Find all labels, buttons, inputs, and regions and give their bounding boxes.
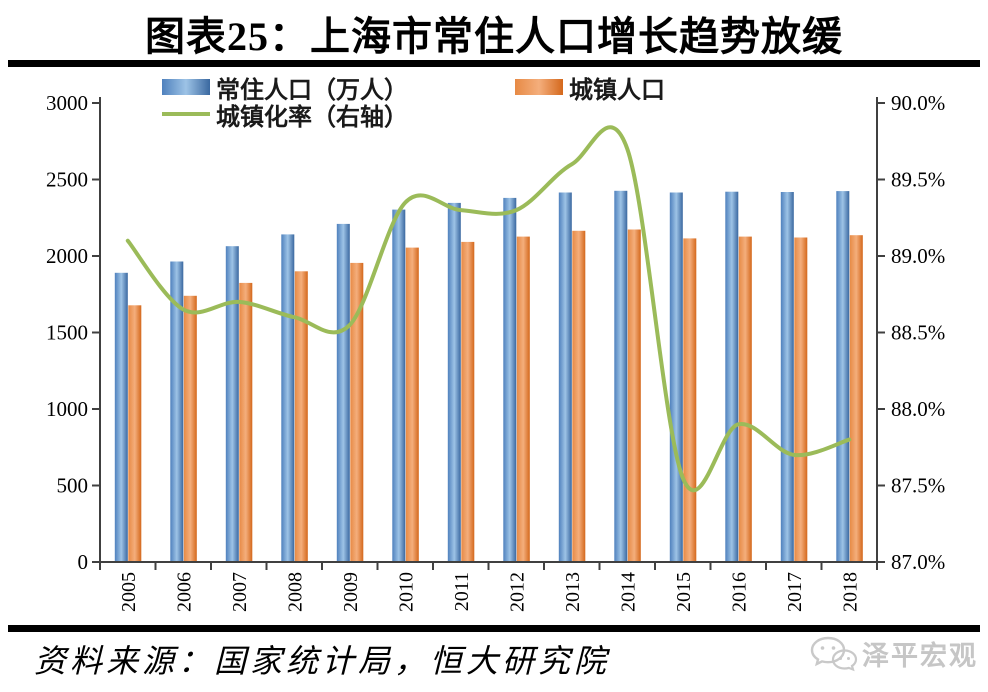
legend-item-resident-population: 常住人口（万人） (162, 74, 408, 104)
chat-bubbles-icon (810, 636, 858, 671)
x-axis-label-2018: 2018 (839, 572, 861, 612)
bar-urban-2008 (294, 271, 308, 562)
bar-resident-2009 (336, 223, 350, 562)
bar-urban-2007 (239, 282, 253, 562)
left-axis-label: 2000 (46, 244, 88, 268)
right-axis-label: 87.0% (891, 550, 945, 574)
bar-urban-2006 (183, 295, 197, 562)
right-axis-label: 88.5% (891, 321, 945, 345)
legend-label-resident: 常住人口（万人） (216, 77, 408, 104)
bar-resident-2012 (503, 197, 517, 562)
left-axis-label: 1500 (46, 321, 88, 345)
right-axis-label: 88.0% (891, 397, 945, 421)
bar-urban-2009 (350, 262, 364, 562)
right-axis-label: 89.0% (891, 244, 945, 268)
legend-swatch-resident (162, 79, 210, 95)
bar-urban-2016 (738, 236, 752, 562)
bar-urban-2005 (128, 305, 142, 562)
bar-resident-2011 (447, 202, 461, 562)
bottom-divider (8, 625, 980, 632)
x-axis-label-2011: 2011 (451, 572, 473, 611)
bar-resident-2007 (225, 246, 239, 562)
right-axis-label: 90.0% (891, 91, 945, 115)
legend-item-urban-population: 城镇人口 (515, 74, 665, 104)
x-axis-label-2009: 2009 (340, 572, 362, 612)
bar-urban-2011 (461, 241, 475, 562)
source-note: 资料来源：国家统计局，恒大研究院 (34, 643, 611, 679)
right-axis-label: 87.5% (891, 474, 945, 498)
left-axis-label: 3000 (46, 91, 88, 115)
legend-label-urban: 城镇人口 (569, 77, 665, 104)
x-axis-label-2012: 2012 (506, 572, 528, 612)
left-axis-label: 1000 (46, 397, 88, 421)
bar-resident-2017 (780, 192, 794, 562)
bar-urban-2012 (516, 236, 530, 562)
chart-title: 图表25：上海市常住人口增长趋势放缓 (145, 14, 843, 59)
x-axis-label-2010: 2010 (395, 572, 417, 612)
legend-item-urbanization-rate: 城镇化率（右轴） (162, 101, 408, 131)
left-axis-label: 500 (57, 474, 89, 498)
bar-urban-2015 (683, 238, 697, 562)
bar-urban-2010 (405, 247, 419, 562)
x-axis-label-2015: 2015 (673, 572, 695, 612)
title-divider (8, 60, 980, 67)
x-axis-label-2005: 2005 (118, 572, 140, 612)
bar-urban-2014 (627, 229, 641, 562)
bar-urban-2017 (794, 237, 808, 562)
right-axis-label: 89.5% (891, 168, 945, 192)
legend-swatch-urban (515, 79, 563, 95)
bar-resident-2008 (281, 234, 295, 562)
bar-resident-2005 (114, 272, 128, 562)
x-axis-label-2016: 2016 (728, 572, 750, 612)
bar-resident-2006 (170, 261, 184, 562)
left-axis-label: 2500 (46, 168, 88, 192)
x-axis-label-2007: 2007 (229, 572, 251, 612)
bar-resident-2016 (725, 191, 739, 562)
bar-resident-2015 (669, 192, 683, 562)
bar-resident-2010 (392, 209, 406, 562)
x-axis-label-2013: 2013 (562, 572, 584, 612)
watermark: 泽平宏观 (810, 634, 978, 673)
left-axis-label: 0 (78, 550, 89, 574)
bar-urban-2018 (849, 235, 863, 562)
x-axis-label-2017: 2017 (784, 572, 806, 612)
legend-swatch-rate (162, 112, 210, 116)
bar-resident-2013 (558, 192, 572, 562)
x-axis-label-2006: 2006 (173, 572, 195, 612)
watermark-text: 泽平宏观 (862, 641, 978, 671)
bar-urban-2013 (572, 230, 586, 563)
x-axis-label-2008: 2008 (284, 572, 306, 612)
bar-resident-2014 (614, 190, 628, 563)
x-axis-label-2014: 2014 (617, 572, 639, 612)
urbanization-rate-line (125, 125, 852, 492)
legend-label-rate: 城镇化率（右轴） (216, 104, 408, 131)
bar-resident-2018 (836, 191, 850, 562)
